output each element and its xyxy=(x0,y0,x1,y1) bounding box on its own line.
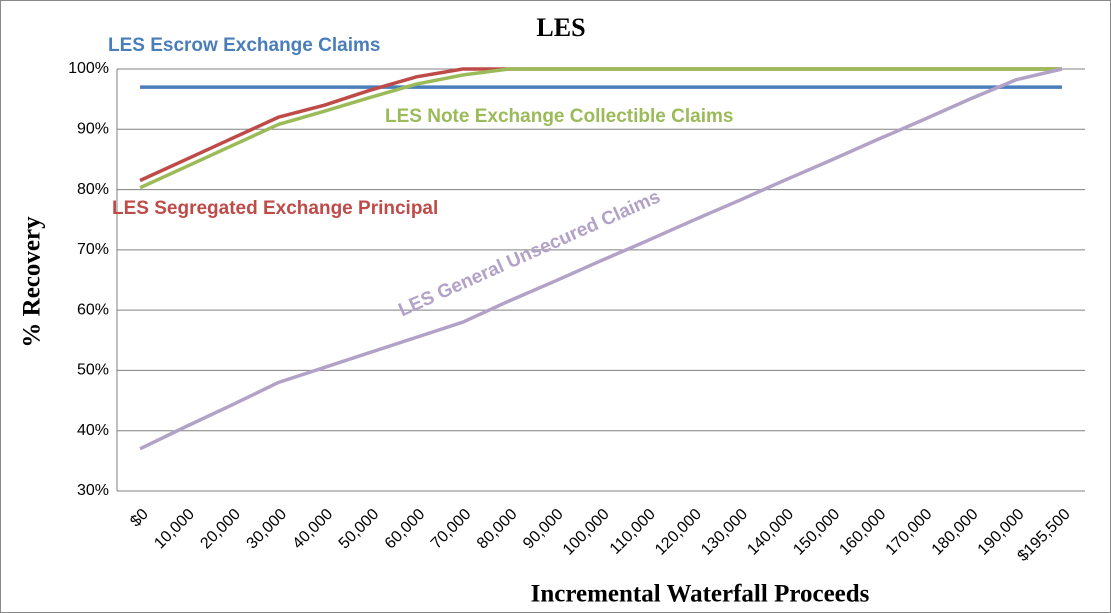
y-tick-label: 50% xyxy=(77,362,109,379)
y-tick-label: 80% xyxy=(77,181,109,198)
series-line xyxy=(139,67,1062,190)
x-axis-label: Incremental Waterfall Proceeds xyxy=(531,581,870,608)
y-axis-label: % Recovery xyxy=(19,216,46,348)
y-tick-label: 60% xyxy=(77,301,109,318)
y-tick-label: 40% xyxy=(77,422,109,439)
y-tick-label: 90% xyxy=(77,121,109,138)
chart-title: LES xyxy=(536,13,585,42)
y-tick-label: 100% xyxy=(68,60,109,77)
series-label: LES Segregated Exchange Principal xyxy=(112,198,438,219)
y-tick-label: 30% xyxy=(77,482,109,499)
series-label: LES Note Exchange Collectible Claims xyxy=(385,106,733,127)
series-label: LES Escrow Exchange Claims xyxy=(108,35,380,56)
y-tick-label: 70% xyxy=(77,241,109,258)
series-line xyxy=(139,67,1063,451)
